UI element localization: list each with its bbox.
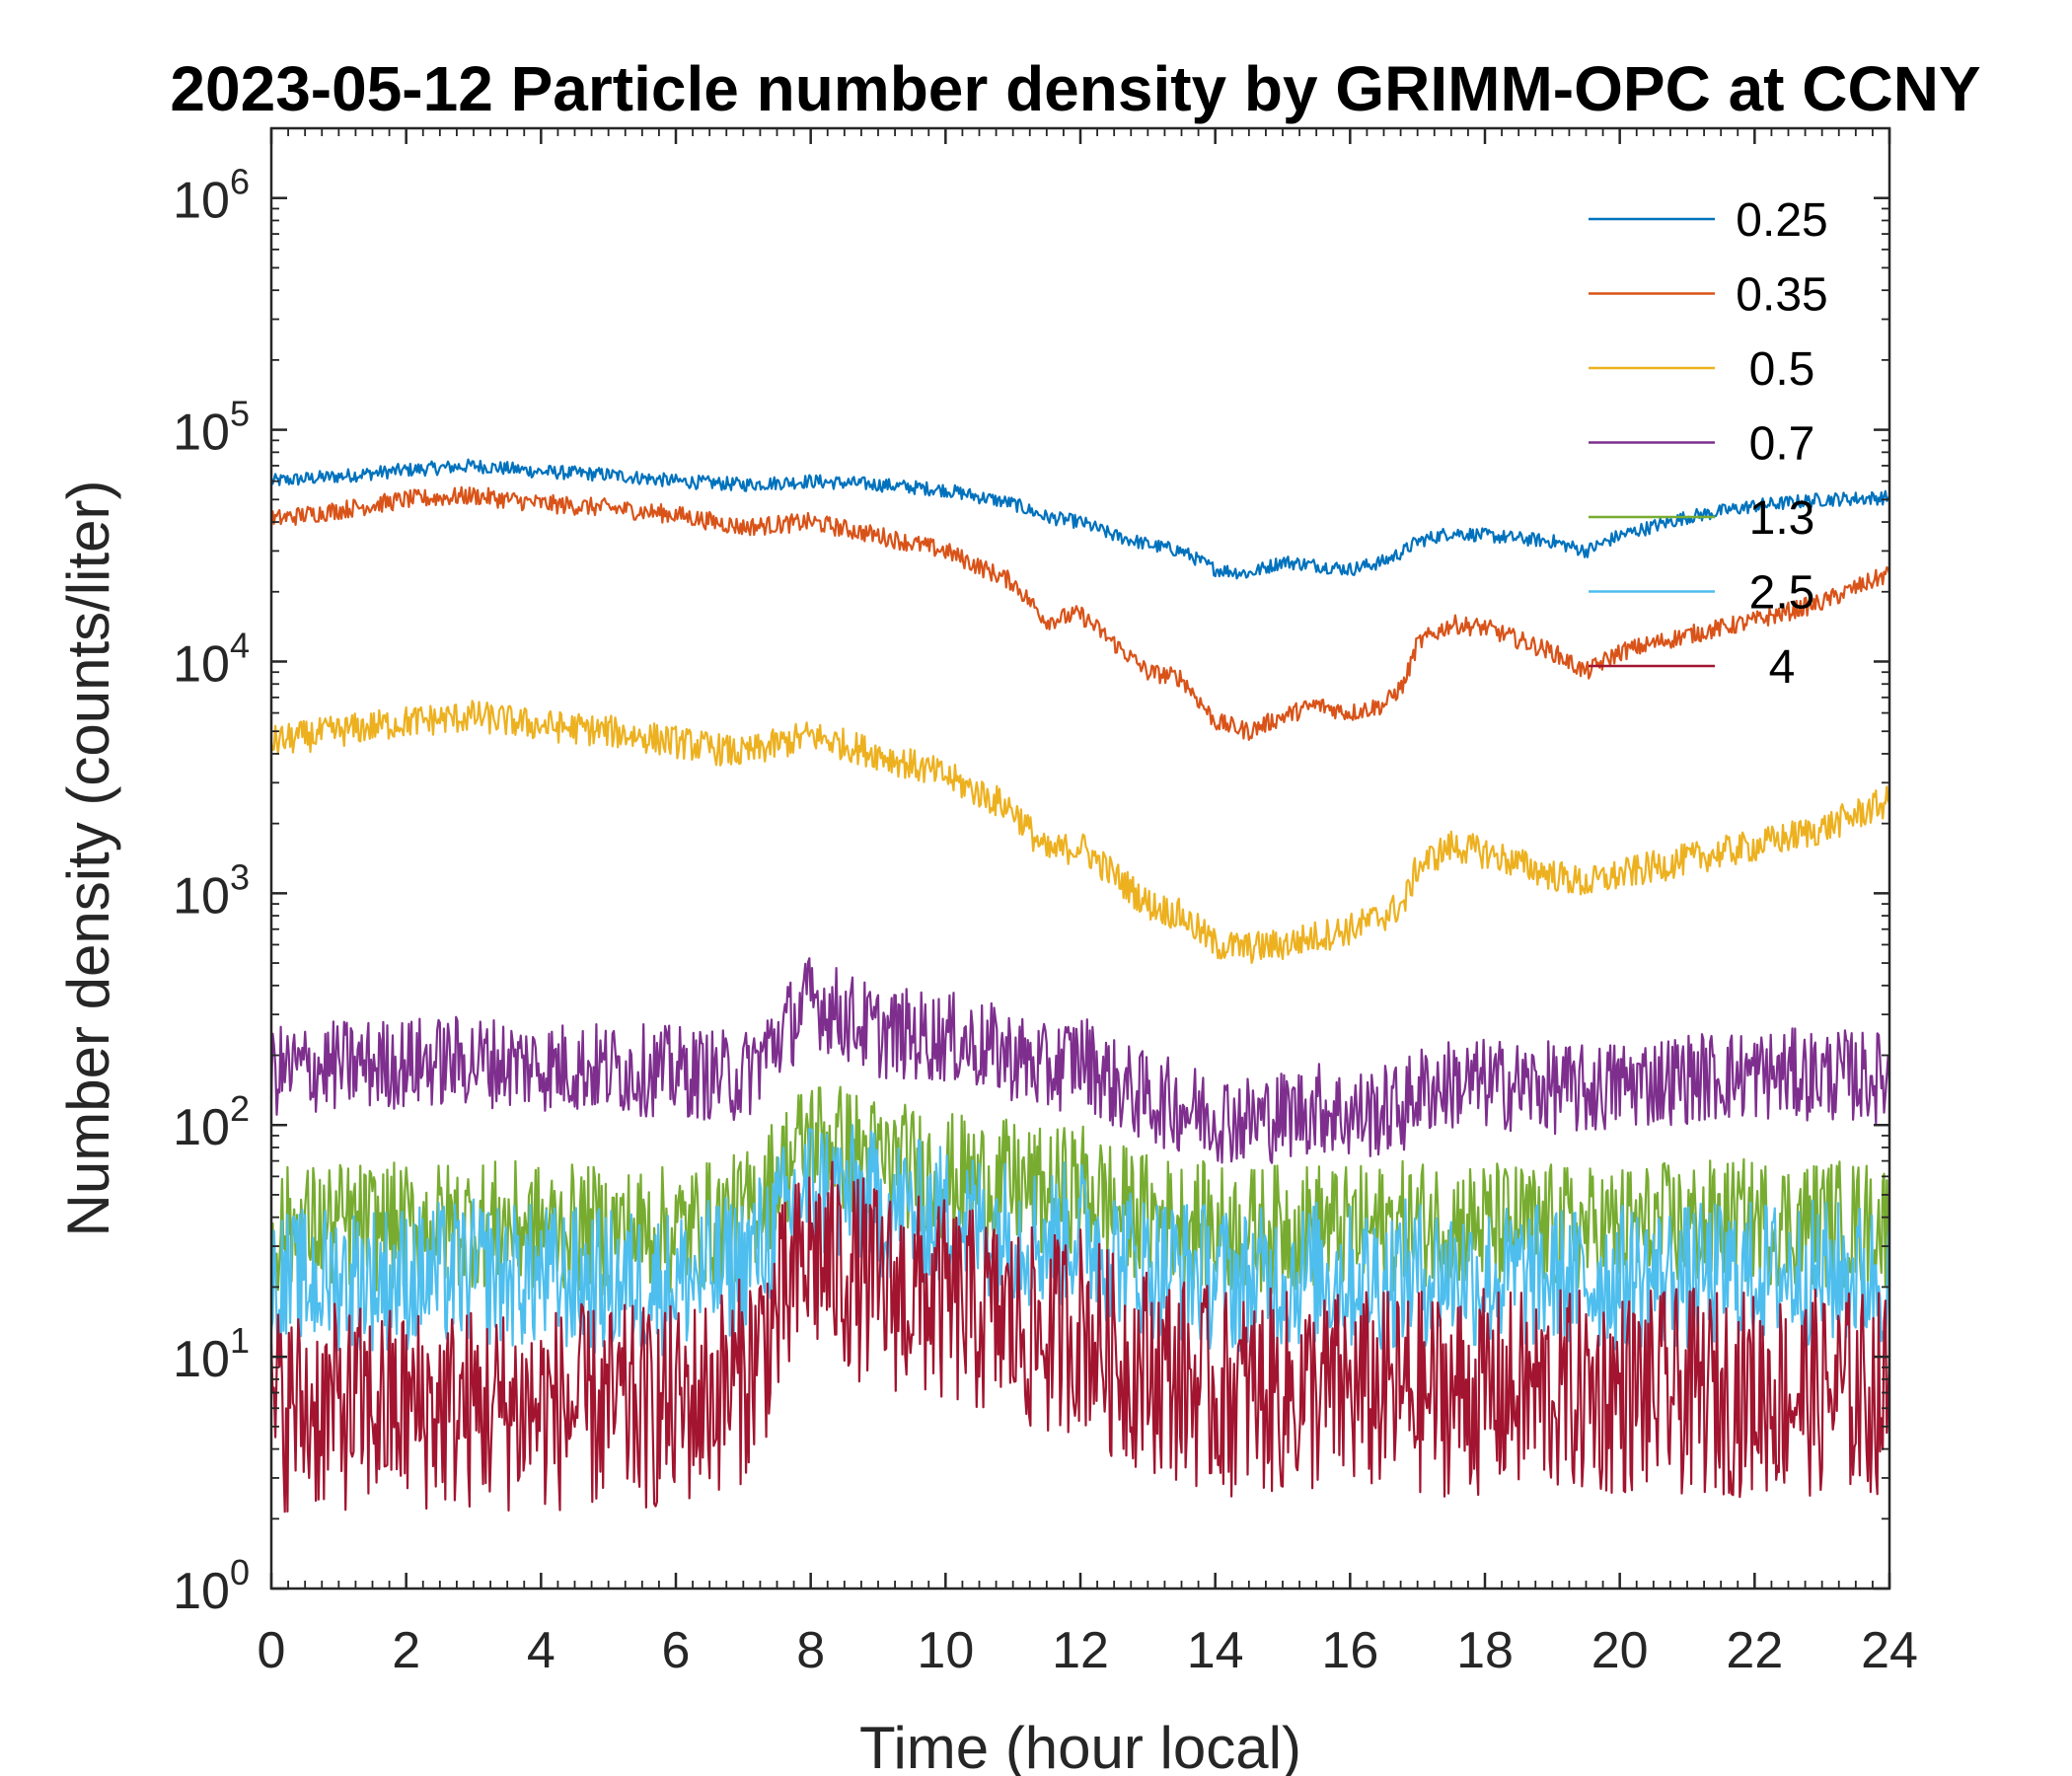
x-tick-label: 24 <box>1861 1622 1918 1679</box>
x-tick-label: 2 <box>392 1622 420 1679</box>
x-tick-label: 4 <box>527 1622 555 1679</box>
minor-ticks <box>271 127 1889 1589</box>
x-tick-label: 20 <box>1591 1622 1649 1679</box>
x-tick-label: 6 <box>662 1622 691 1679</box>
legend-label-0.5: 0.5 <box>1749 343 1815 396</box>
series-line-4 <box>269 1160 1891 1514</box>
chart-title: 2023-05-12 Particle number density by GR… <box>170 53 1980 124</box>
legend-label-0.7: 0.7 <box>1749 418 1815 471</box>
legend-label-0.35: 0.35 <box>1736 269 1827 322</box>
x-tick-label: 8 <box>796 1622 825 1679</box>
x-tick-label: 14 <box>1187 1622 1244 1679</box>
y-tick-label: 104 <box>173 625 250 693</box>
x-tick-labels: 0 2 4 6 8 10 12 14 16 18 20 22 24 <box>258 1622 1918 1679</box>
series-line-0.5 <box>269 700 1890 964</box>
series-line-0.7 <box>269 957 1891 1164</box>
y-tick-label: 101 <box>173 1320 250 1388</box>
y-tick-labels: 100 101 102 103 104 105 106 <box>173 162 250 1620</box>
series-line-0.25 <box>269 458 1890 580</box>
y-tick-label: 106 <box>173 162 250 230</box>
series-line-2.5 <box>269 1124 1891 1360</box>
legend-label-0.25: 0.25 <box>1736 194 1827 247</box>
y-tick-label: 102 <box>173 1088 250 1156</box>
y-tick-label: 103 <box>173 856 250 925</box>
y-tick-label: 100 <box>173 1552 250 1620</box>
x-tick-label: 18 <box>1456 1622 1514 1679</box>
x-tick-label: 12 <box>1052 1622 1109 1679</box>
legend-label-2.5: 2.5 <box>1749 567 1815 620</box>
x-tick-label: 16 <box>1321 1622 1378 1679</box>
series-line-0.35 <box>269 485 1891 741</box>
x-tick-label: 0 <box>258 1622 286 1679</box>
legend-label-4: 4 <box>1769 641 1796 694</box>
y-tick-label: 105 <box>173 394 250 462</box>
legend-label-1.3: 1.3 <box>1749 492 1815 545</box>
x-axis-label: Time (hour local) <box>859 1715 1301 1776</box>
y-axis-label: Number density (counts/liter) <box>55 481 121 1237</box>
legend: 0.25 0.35 0.5 0.7 1.3 2.5 4 <box>1589 194 1828 694</box>
plot-frame <box>269 126 1891 1591</box>
x-tick-label: 22 <box>1726 1622 1783 1679</box>
series-layer <box>269 458 1891 1514</box>
x-tick-label: 10 <box>917 1622 974 1679</box>
